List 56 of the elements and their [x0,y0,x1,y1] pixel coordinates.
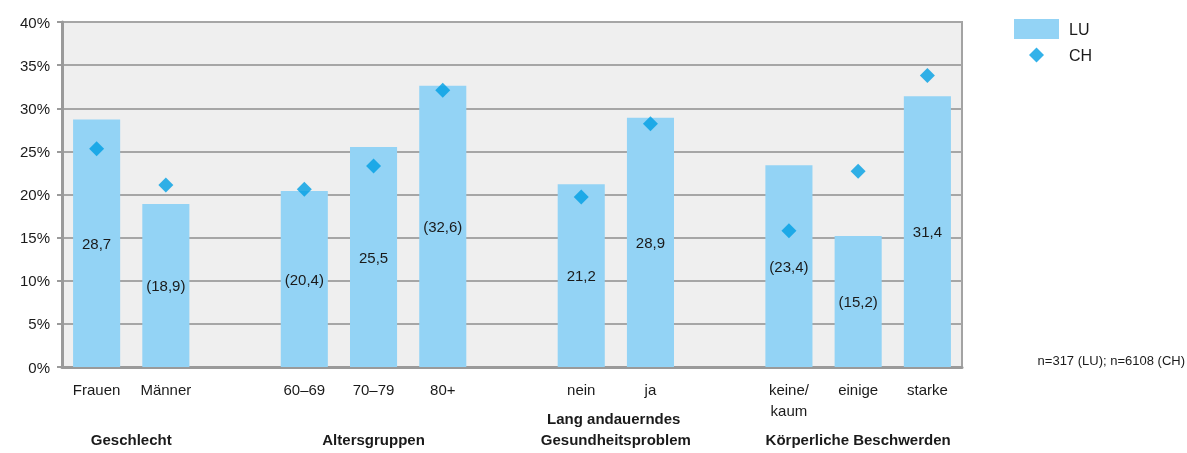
point [919,67,935,83]
y-tick-label: 20% [19,186,50,203]
bar [280,191,328,367]
data-label: 25,5 [358,248,389,266]
y-tick-label: 35% [19,56,50,74]
y-tick-label: 5% [28,315,50,333]
x-tick-label: ja [643,381,657,398]
y-tick-label: 30% [19,99,50,117]
legend-label: CH [1069,46,1093,64]
point [296,181,312,197]
bar [142,203,190,367]
bar [765,165,813,367]
point [366,158,382,174]
text: Körperliche Beschwerden [765,431,951,448]
text: Geschlecht [90,431,172,448]
y-tick-label: 0% [28,358,50,376]
x-tick-label: einige [838,381,879,398]
text: Altersgruppen [322,431,425,448]
bar [73,119,121,367]
bar [834,235,882,367]
legend-label: LU [1069,20,1090,38]
data-label: 28,9 [635,233,666,251]
bar [626,117,674,367]
x-tick-label: Frauen [72,381,121,398]
data-label: (32,6) [423,217,463,235]
point [158,177,174,193]
x-tick-label: starke [906,381,948,398]
point [642,116,658,132]
x-tick-label: keine/kaum [768,381,810,419]
data-label: (23,4) [769,257,809,275]
text: n=317 (LU); n=6108 (CH) [1037,353,1186,368]
data-label: (18,9) [146,276,186,294]
point [850,163,866,179]
point [573,189,589,205]
data-label: (20,4) [284,270,324,288]
text: Lang andauerndes Gesundheitsproblem [540,410,691,448]
point [89,141,105,157]
data-label: (15,2) [838,292,878,310]
data-label: 28,7 [82,234,112,252]
y-tick-label: 10% [19,272,50,290]
data-label: 31,4 [912,223,942,241]
x-tick-label: 80+ [430,381,456,398]
data-label: 21,2 [566,267,596,285]
x-tick-label: nein [567,381,596,398]
bar [903,96,951,367]
x-tick-label: 60–69 [283,381,326,398]
y-tick-label: 15% [19,229,50,247]
y-tick-label: 25% [19,142,50,160]
y-tick-label: 40% [19,13,50,31]
x-tick-label: Männer [140,381,192,398]
bar [350,147,398,367]
x-tick-label: 70–79 [352,381,395,398]
point [435,82,451,98]
bar [557,184,605,367]
bar [419,85,467,367]
point [781,223,797,239]
